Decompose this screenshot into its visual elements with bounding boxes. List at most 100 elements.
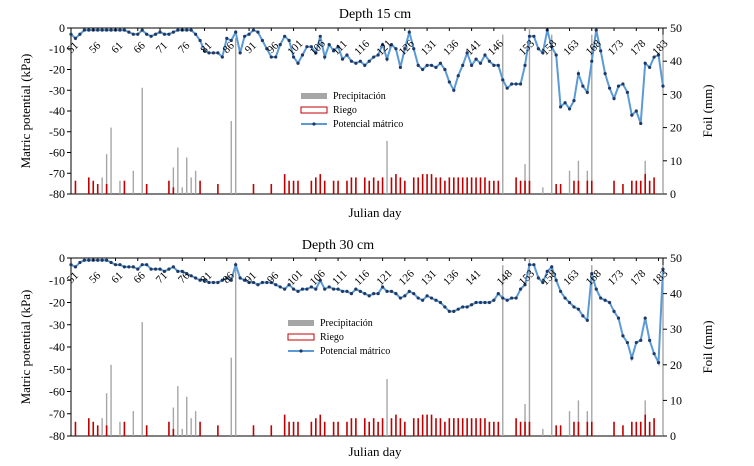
chart-panel-1: Depth 30 cm 0 -10 -20 -30 -40 -50 -60 -70 -80 0 10 2… [18, 238, 715, 459]
y-left-tick-label: -70 [49, 166, 65, 180]
y-left-tick-label: -50 [49, 362, 65, 376]
bar-point [141, 322, 143, 436]
line-point [607, 300, 612, 305]
line-point [487, 300, 492, 305]
line-point [296, 61, 300, 65]
x-tick-label: 61 [109, 40, 125, 56]
chart-title: Depth 15 cm [339, 7, 411, 22]
bar-point [145, 425, 148, 436]
y-left-tick-label: -60 [49, 146, 65, 160]
bar-point [590, 180, 593, 194]
line-point [113, 263, 118, 267]
y-left-tick-label: -80 [49, 187, 65, 201]
bar-point [426, 174, 428, 194]
line-point [438, 300, 443, 305]
bar-point [488, 180, 491, 194]
y-right-axis-label: Foil (mm) [700, 84, 715, 137]
line-point [269, 55, 273, 59]
x-tick-label: 91 [243, 40, 259, 56]
bar-point [386, 379, 388, 436]
bar-point [470, 177, 473, 194]
line-point [389, 289, 394, 293]
bar-point [528, 28, 531, 194]
line-point [656, 360, 661, 365]
bar-point [381, 418, 384, 436]
line-point [434, 298, 438, 302]
y-left-tick-label: -20 [49, 63, 65, 77]
bar-point [390, 418, 393, 436]
bar-point [448, 177, 451, 194]
x-tick-label: 81 [198, 270, 214, 286]
line-point [380, 285, 385, 289]
bar-point [631, 180, 633, 194]
line-point [118, 28, 122, 32]
line-point [461, 305, 465, 309]
x-tick-label: 86 [221, 269, 238, 286]
line-point [429, 63, 434, 67]
bar-point [88, 418, 90, 436]
bar-point [297, 421, 299, 436]
bar-point [622, 184, 624, 194]
bar-point [283, 414, 286, 436]
y-right-tick-label: 10 [670, 393, 682, 407]
line-point [487, 59, 492, 63]
bar-point [573, 180, 575, 194]
bar-point [105, 393, 108, 436]
line-point [314, 51, 318, 55]
bar-point [105, 154, 108, 194]
line-point [648, 338, 652, 342]
line-point [340, 289, 345, 293]
line-point [394, 292, 398, 296]
bar-point [372, 418, 375, 436]
line-point [283, 287, 287, 291]
y-left-tick-label: -40 [49, 104, 65, 118]
bar-point [404, 421, 406, 436]
line-point [336, 287, 340, 291]
bar-point [350, 418, 353, 436]
line-point [167, 267, 171, 271]
line-point [238, 51, 242, 55]
line-point [367, 294, 371, 298]
y-left-tick-label: -40 [49, 340, 65, 354]
legend-swatch-riego [287, 333, 315, 341]
line-point [291, 287, 296, 291]
line-point [318, 34, 322, 38]
line-point [643, 316, 647, 320]
line-point [483, 53, 487, 57]
line-point [100, 28, 104, 32]
line-point [198, 38, 202, 43]
bar-point [145, 184, 148, 194]
bar-point [493, 180, 495, 194]
line-point [532, 263, 536, 267]
line-point [256, 283, 260, 287]
bar-point [270, 184, 273, 194]
line-point [185, 271, 189, 276]
line-point [149, 267, 153, 271]
line-point [576, 72, 581, 76]
bar-point [105, 425, 108, 436]
y-right-axis-label: Foil (mm) [700, 320, 715, 373]
chart-panel-0: Depth 15 cm 0 -10 -20 -30 -40 -50 -60 -70 -80 0 10 2… [18, 7, 715, 220]
line-point [153, 267, 158, 271]
bar-point [186, 396, 188, 436]
bar-point [653, 177, 655, 194]
line-point [229, 38, 233, 43]
bar-point [372, 177, 375, 194]
bar-point [426, 414, 428, 436]
bar-point [230, 120, 232, 194]
bar-point [190, 418, 192, 436]
line-point [105, 28, 109, 32]
line-point [73, 36, 78, 40]
line-point [171, 30, 175, 34]
y-right-tick-label: 40 [670, 54, 682, 68]
line-point [483, 300, 487, 305]
line-point [354, 287, 358, 291]
bar-point [181, 187, 183, 194]
line-point [180, 269, 184, 273]
bar-point [172, 167, 175, 194]
y-left-axis-label: Matric potential (kPa) [18, 290, 33, 405]
line-point [656, 53, 661, 57]
line-point [69, 263, 73, 267]
bar-point [648, 421, 651, 436]
x-tick-label: 173 [606, 267, 627, 288]
